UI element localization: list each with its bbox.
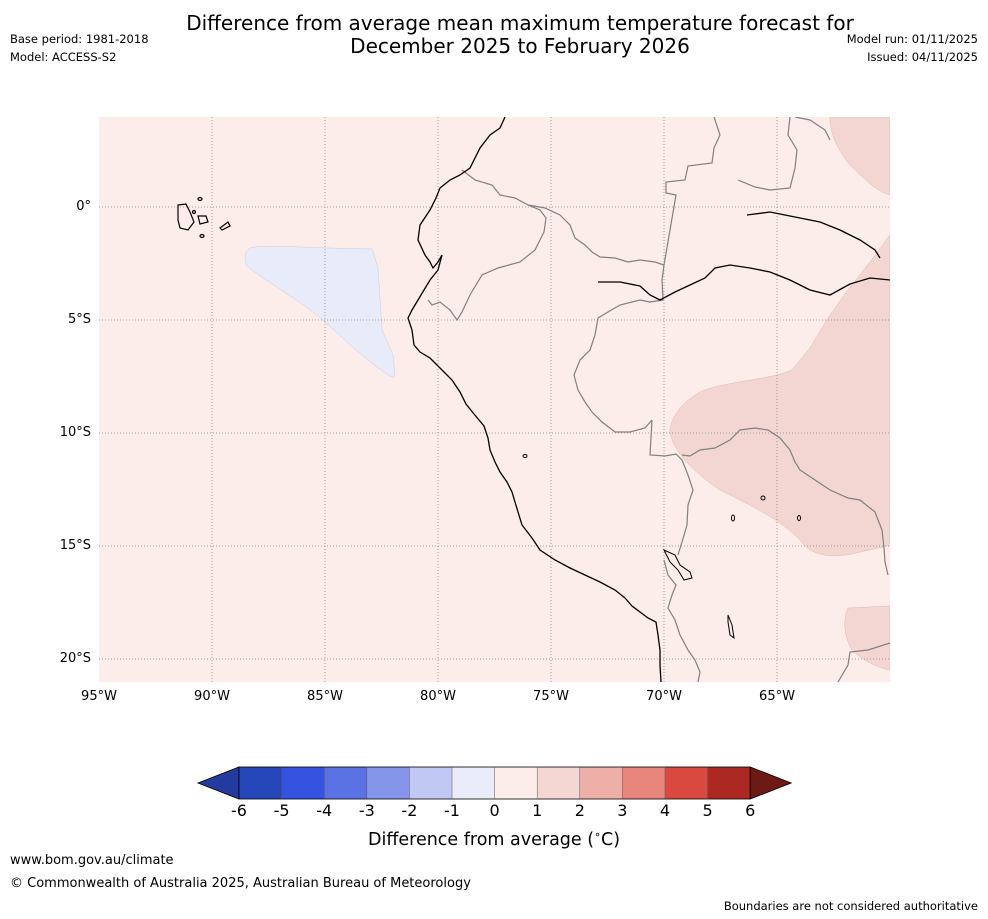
colorbar-segment [707,767,751,799]
lon-label-65w: 65°W [759,689,795,704]
lon-label-90w: 90°W [194,689,230,704]
title-line-2: December 2025 to February 2026 [350,34,690,58]
lat-label-20s: 20°S [59,651,91,666]
map-area [99,117,890,682]
colorbar-label: Difference from average (∘C) [368,828,620,850]
model-name: Model: ACCESS-S2 [10,50,117,64]
galapagos-islands [177,196,231,239]
colorbar-segment [537,767,581,799]
warm-anomaly-northeast [829,117,890,196]
degree-sign: ∘ [594,828,601,841]
model-run: Model run: 01/11/2025 [846,32,978,46]
colorbar-tick-label: -1 [444,801,460,820]
colorbar-segment [239,767,283,799]
coastline [407,117,662,682]
footer-copyright: © Commonwealth of Australia 2025, Austra… [10,876,471,891]
colorbar-tick-label: 1 [532,801,543,820]
lon-label-95w: 95°W [81,689,117,704]
gridlines [99,117,890,682]
colorbar-tick-label: 3 [617,801,628,820]
colorbar-segment [494,767,538,799]
lon-label-80w: 80°W [420,689,456,704]
colorbar-segment [324,767,368,799]
colorbar-segment [409,767,453,799]
colorbar-tick-label: -4 [316,801,333,820]
base-period: Base period: 1981-2018 [10,32,149,46]
colorbar-tick-label: -6 [231,801,247,820]
footer-url[interactable]: www.bom.gov.au/climate [10,853,174,868]
lat-label-0: 0° [76,199,91,214]
colorbar-tick-label: -3 [358,801,375,820]
lon-label-75w: 75°W [533,689,569,704]
lat-label-10s: 10°S [59,425,91,440]
colorbar-tick-label: 0 [489,801,500,820]
colorbar-tick-label: 2 [574,801,585,820]
amazon-river-north [746,211,881,259]
chart-title: Difference from average mean maximum tem… [0,12,988,58]
lon-label-85w: 85°W [307,689,343,704]
lake-islands [522,454,801,640]
colorbar-segment [622,767,666,799]
colorbar-tick-label: 4 [659,801,671,820]
colorbar-tick-label: -5 [273,801,290,820]
colorbar-segment [665,767,709,799]
colorbar-segment [366,767,410,799]
amazon-river-main [598,264,890,301]
cool-anomaly-pacific [244,246,396,378]
colorbar-extend-low [196,766,240,800]
meta-left: Base period: 1981-2018 Model: ACCESS-S2 [10,30,149,66]
issued-date: Issued: 04/11/2025 [867,50,978,64]
lon-label-70w: 70°W [646,689,682,704]
colorbar-segment [281,767,325,799]
country-borders [427,117,890,682]
colorbar-label-text: Difference from average ( [367,829,595,850]
colorbar-tick-label: 5 [702,801,713,820]
colorbar-extend-high [749,766,793,800]
colorbar-label-unit: C) [600,829,621,850]
colorbar-segment [452,767,496,799]
colorbar-tick-label: -2 [401,801,418,820]
meta-right: Model run: 01/11/2025 Issued: 04/11/2025 [847,30,978,66]
title-line-1: Difference from average mean maximum tem… [186,11,854,35]
warm-anomaly-amazon-east [669,234,890,557]
colorbar-segment [579,767,623,799]
lat-label-15s: 15°S [59,538,91,553]
lat-label-5s: 5°S [67,312,91,327]
colorbar-tick-label: 6 [745,801,756,820]
footer-disclaimer: Boundaries are not considered authoritat… [723,899,978,913]
warm-anomaly-southeast [844,605,890,671]
